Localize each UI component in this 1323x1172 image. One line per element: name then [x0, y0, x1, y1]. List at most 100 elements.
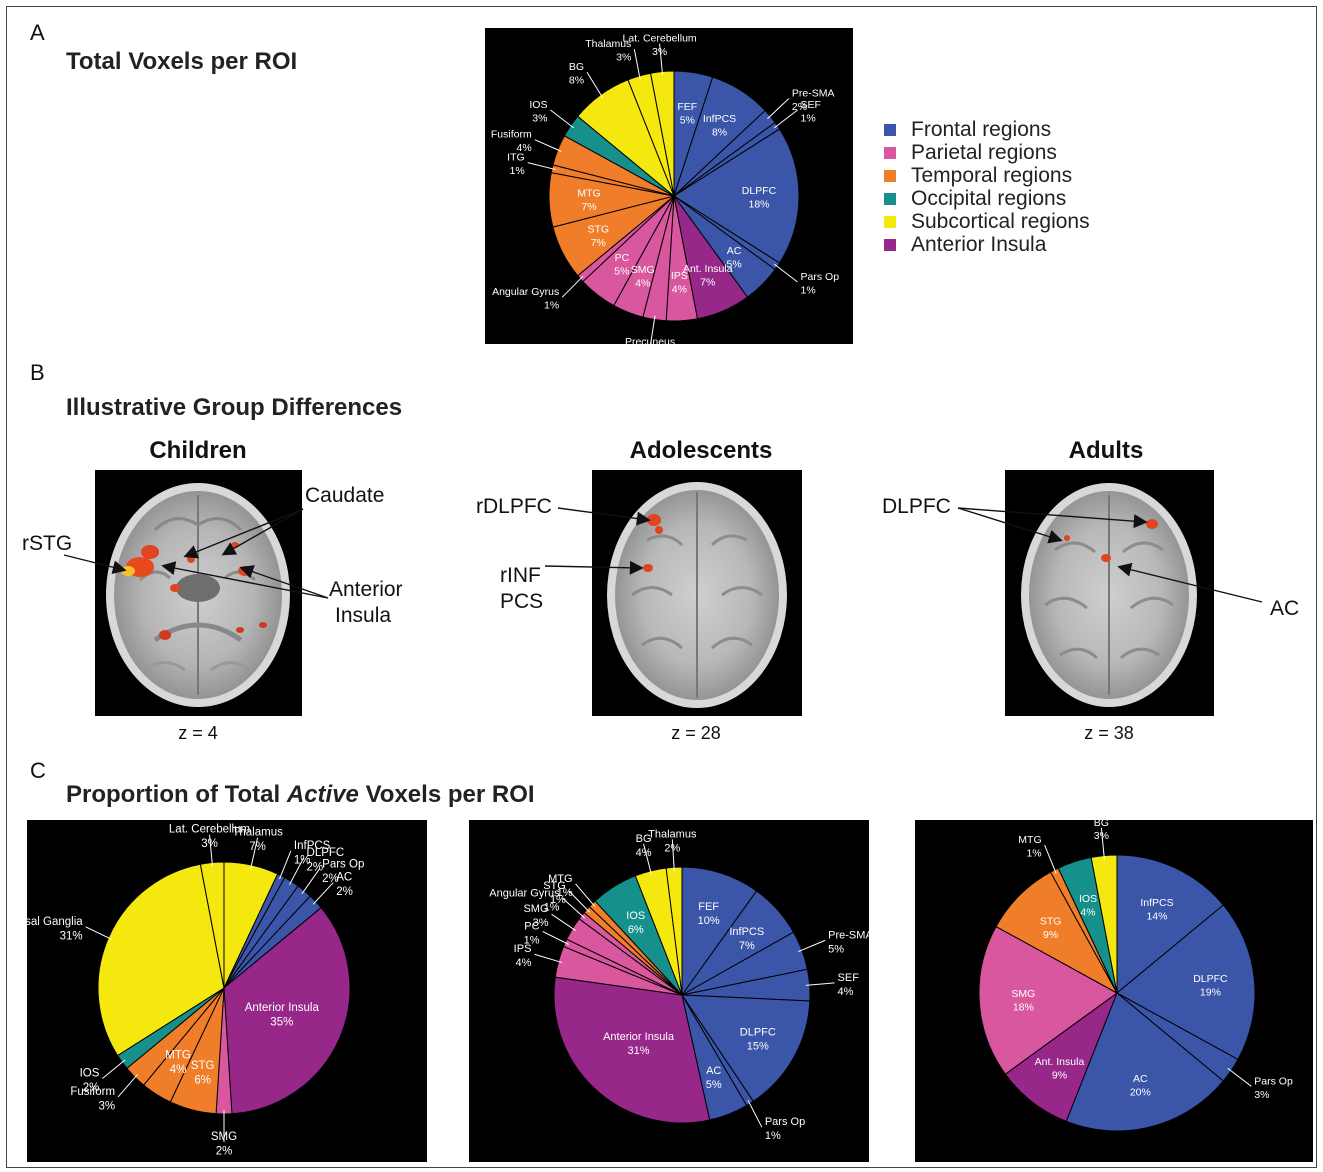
legend-swatch — [884, 215, 896, 228]
slice-label: InfPCS — [294, 840, 331, 852]
panel-letter-c: C — [30, 758, 46, 783]
slice-label: STG — [191, 1060, 215, 1072]
leader-line — [1100, 827, 1105, 860]
brain-slice-children — [95, 470, 302, 716]
panel-c-heading-post: Voxels per ROI — [358, 781, 535, 808]
leader-line — [659, 43, 664, 76]
legend-label: Subcortical regions — [911, 209, 1090, 233]
slice-label: FEF — [677, 101, 697, 113]
brain-axial-image — [1021, 483, 1197, 707]
slice-label: PC — [524, 920, 539, 932]
slice-label: Precuneus — [625, 336, 675, 344]
slice-value: 1% — [1026, 848, 1041, 860]
slice-value: 18% — [748, 199, 769, 211]
legend-swatch — [884, 192, 896, 205]
slice-label: STG — [587, 224, 609, 236]
figure-frame — [6, 6, 1317, 1168]
slice-label: Pars Op — [1254, 1075, 1293, 1087]
brain-axial-image — [106, 483, 290, 707]
slice-value: 1% — [524, 934, 540, 946]
slice-label: IOS — [626, 910, 645, 922]
legend-item: Occipital regions — [884, 187, 1090, 210]
slice-label: STG — [1040, 916, 1062, 928]
pie-slice-fef — [681, 866, 758, 997]
slice-label: SMG — [1011, 988, 1035, 1000]
legend-item: Parietal regions — [884, 141, 1090, 164]
legend-item: Subcortical regions — [884, 210, 1090, 233]
callout-anterior-insula-1: Anterior — [329, 578, 403, 601]
slice-label: IPS — [514, 943, 532, 955]
brain-slice-adolescents — [592, 470, 802, 716]
slice-value: 19% — [1200, 987, 1221, 999]
slice-value: 8% — [712, 127, 727, 139]
pie-slice-anterior-insula — [223, 906, 351, 1115]
leader-line — [586, 71, 604, 99]
slice-label: Thalamus — [585, 38, 631, 50]
slice-label: IOS — [529, 99, 547, 111]
leader-line — [561, 275, 584, 298]
slice-label: AC — [336, 872, 352, 884]
leader-line — [568, 890, 590, 913]
leader-line — [312, 882, 334, 905]
pie-slice-dlpfc — [681, 994, 811, 1102]
callout-dlpfc: DLPFC — [882, 495, 951, 518]
leader-line — [85, 926, 113, 940]
group-title-adults: Adults — [1068, 437, 1144, 464]
slice-label: Angular Gyrus — [492, 286, 559, 298]
pie-slice-anterior-insula — [553, 976, 711, 1124]
slice-value: 5% — [727, 259, 742, 271]
region-legend: Frontal regions Parietal regions Tempora… — [884, 118, 1090, 256]
leader-line — [279, 850, 292, 880]
leader-line — [575, 883, 596, 907]
slice-value: 3% — [1254, 1089, 1269, 1101]
leader-line — [805, 982, 835, 986]
slice-value: 4% — [838, 986, 854, 998]
slice-label: BG — [569, 61, 584, 73]
leader-line — [1227, 1067, 1252, 1087]
slice-value: 9% — [1052, 1070, 1067, 1082]
slice-label: Thalamus — [232, 827, 283, 839]
slice-value: 4% — [170, 1064, 187, 1076]
slice-label: IPS — [671, 270, 688, 282]
legend-item: Frontal regions — [884, 118, 1090, 141]
slice-value: 1% — [557, 887, 573, 899]
slice-value: 35% — [270, 1017, 293, 1029]
leader-line — [650, 315, 656, 344]
slice-label: IOS — [80, 1068, 100, 1080]
pie-adolescents: FEF 10% InfPCS 7% Pre-SMA 5% SEF 4% DLPFC 15% Pars… — [469, 820, 869, 1162]
slice-label: Ant. Insula — [1035, 1056, 1085, 1068]
slice-value: 4% — [516, 957, 532, 969]
callout-rdlpfc: rDLPFC — [476, 495, 552, 518]
callout-rstg: rSTG — [22, 532, 73, 555]
slice-label: InfPCS — [729, 926, 764, 938]
slice-value: 8% — [569, 75, 584, 87]
legend-label: Parietal regions — [911, 140, 1057, 164]
slice-label: SEF — [801, 99, 821, 111]
group-title-children: Children — [149, 437, 247, 464]
slice-value: 3% — [1094, 830, 1109, 842]
slice-value: 7% — [700, 277, 715, 289]
callout-rinf-1: rINF — [500, 564, 541, 587]
slice-label: Lat. Cerebellum — [169, 824, 250, 836]
slice-label: AC — [727, 245, 742, 257]
panel-c-heading: Proportion of Total Active Voxels per RO… — [66, 781, 535, 809]
slice-label: SMG — [211, 1131, 237, 1143]
leader-line — [542, 930, 569, 945]
slice-label: Pars Op — [801, 271, 840, 283]
slice-value: 5% — [614, 266, 629, 278]
slice-value: 1% — [801, 113, 816, 125]
slice-label: DLPFC — [740, 1027, 776, 1039]
brain-slice-adults — [1005, 470, 1214, 716]
slice-label: Pars Op — [765, 1116, 805, 1128]
slice-value: 4% — [635, 278, 650, 290]
slice-value: 2% — [216, 1146, 233, 1158]
leader-line — [117, 1074, 138, 1098]
leader-line — [301, 869, 320, 895]
slice-label: AC — [706, 1065, 721, 1077]
leader-line — [102, 1059, 126, 1079]
slice-value: 18% — [1013, 1001, 1034, 1013]
leader-line — [773, 109, 798, 129]
slice-value: 1% — [801, 284, 816, 296]
slice-label: Fusiform — [491, 129, 532, 141]
